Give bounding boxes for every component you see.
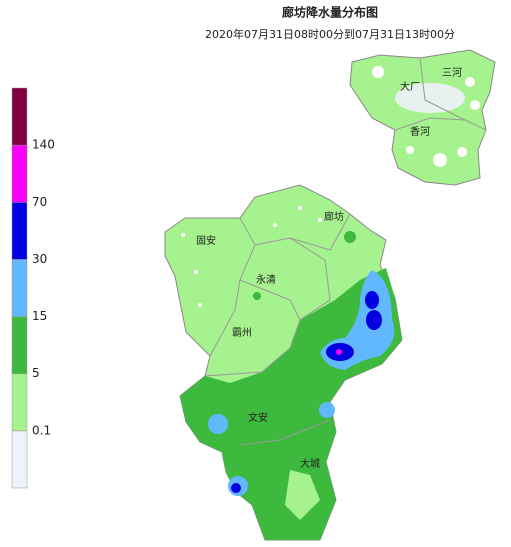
main-region (164, 184, 403, 541)
place-label: 霸州 (232, 327, 252, 339)
legend-label: 70 (32, 195, 47, 209)
legend-label: 0.1 (32, 423, 51, 437)
north-region (349, 49, 496, 186)
place-label: 文安 (248, 411, 268, 424)
legend-swatch (11, 202, 28, 260)
place-label: 大厂 (400, 80, 420, 93)
title: 廊坊降水量分布图 (282, 5, 378, 20)
legend-swatch (11, 259, 28, 317)
legend-swatch (11, 430, 28, 489)
legend-label: 15 (32, 309, 47, 323)
legend-swatch (11, 144, 28, 203)
place-label: 三河 (442, 67, 462, 79)
legend-label: 5 (32, 366, 40, 380)
legend-label: 140 (32, 138, 55, 152)
place-label: 永清 (256, 273, 276, 286)
place-label: 固安 (196, 234, 216, 247)
place-label: 廊坊 (324, 210, 344, 223)
legend-swatch (11, 373, 28, 432)
legend-label: 30 (32, 252, 47, 266)
place-label: 香河 (410, 126, 430, 138)
place-label: 大城 (300, 457, 320, 470)
subtitle: 2020年07月31日08时00分到07月31日13时00分 (205, 27, 455, 41)
legend: 0.1 5 15 30 70 140 (11, 87, 55, 489)
legend-swatch (11, 87, 28, 146)
legend-swatch (11, 316, 28, 374)
